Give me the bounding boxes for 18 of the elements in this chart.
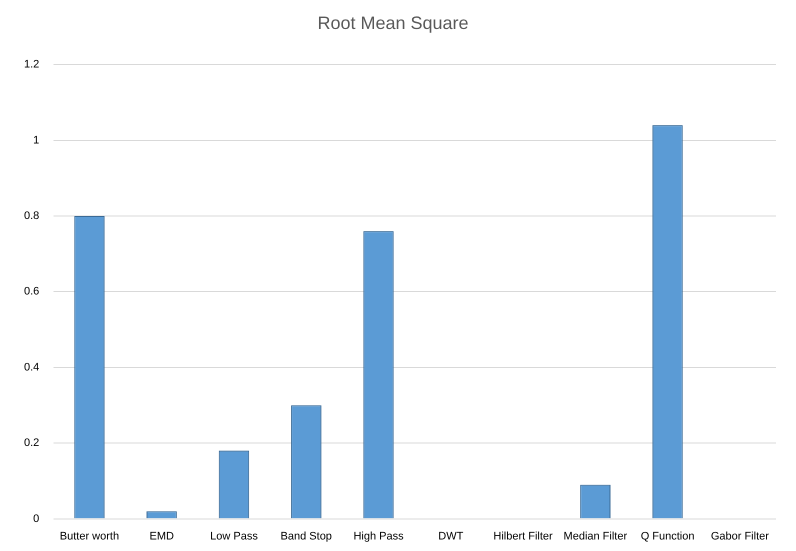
x-tick-label: High Pass (353, 530, 404, 542)
y-tick-label: 1.2 (24, 58, 40, 71)
chart-title: Root Mean Square (317, 12, 469, 33)
x-tick-label: Butter worth (60, 530, 120, 542)
y-tick-label: 0 (33, 512, 40, 525)
x-tick-label: Median Filter (564, 530, 628, 542)
y-tick-label: 0.2 (24, 437, 40, 450)
x-tick-label: EMD (149, 530, 174, 542)
x-tick-label: Low Pass (210, 530, 258, 542)
x-tick-label: Band Stop (280, 530, 332, 542)
x-tick-label: Hilbert Filter (493, 530, 554, 542)
y-tick-label: 0.6 (24, 286, 40, 298)
x-tick-label: DWT (438, 530, 464, 542)
y-tick-label: 0.8 (24, 210, 40, 222)
y-tick-label: 0.4 (24, 361, 40, 374)
x-tick-label: Gabor Filter (710, 530, 770, 542)
y-tick-label: 1 (33, 134, 40, 146)
x-tick-label: Q Function (640, 530, 694, 542)
